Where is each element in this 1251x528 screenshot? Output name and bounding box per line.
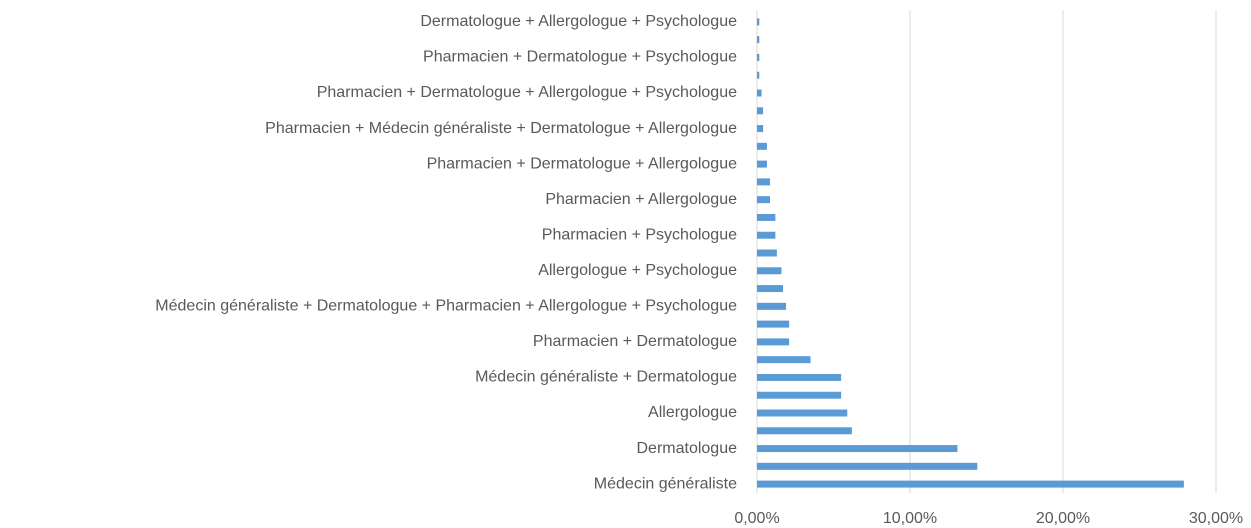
bar (757, 285, 784, 293)
y-tick-label: Pharmacien + Psychologue (542, 226, 737, 243)
y-tick-label: Dermatologue (637, 440, 738, 457)
bar (757, 71, 760, 79)
bar (757, 53, 760, 61)
x-tick-label: 30,00% (1189, 510, 1243, 527)
y-tick-label: Pharmacien + Dermatologue + Psychologue (423, 49, 737, 66)
y-tick-label: Pharmacien + Dermatologue + Allergologue… (317, 84, 737, 101)
bar (757, 320, 790, 328)
bar (757, 196, 771, 204)
bar (757, 178, 771, 186)
bar (757, 142, 767, 150)
bar (757, 338, 790, 346)
bar (757, 213, 776, 221)
bar (757, 391, 842, 399)
bar (757, 107, 764, 115)
x-tick-label: 10,00% (883, 510, 937, 527)
y-tick-label: Pharmacien + Dermatologue (533, 333, 737, 350)
bar (757, 427, 852, 435)
bar (757, 356, 811, 364)
bar (757, 231, 776, 239)
y-tick-label: Pharmacien + Médecin généraliste + Derma… (265, 120, 737, 137)
y-tick-label: Médecin généraliste + Dermatologue (475, 369, 737, 386)
bar (757, 409, 848, 417)
bar (757, 36, 760, 44)
y-tick-label: Pharmacien + Dermatologue + Allergologue (427, 155, 738, 172)
bar (757, 18, 760, 26)
bar (757, 302, 787, 310)
bar (757, 249, 777, 257)
bar (757, 160, 767, 168)
bar (757, 445, 958, 453)
y-tick-label: Pharmacien + Allergologue (545, 191, 737, 208)
y-tick-label: Dermatologue + Allergologue + Psychologu… (420, 13, 737, 30)
bar (757, 480, 1184, 488)
bar (757, 462, 978, 470)
bar (757, 267, 782, 275)
bar (757, 125, 764, 133)
y-tick-label: Médecin généraliste + Dermatologue + Pha… (155, 298, 737, 315)
x-tick-label: 20,00% (1036, 510, 1090, 527)
y-tick-label: Médecin généraliste (594, 475, 737, 492)
bar (757, 373, 842, 381)
y-tick-label: Allergologue + Psychologue (538, 262, 737, 279)
x-tick-label: 0,00% (734, 510, 779, 527)
bar (757, 89, 762, 97)
y-tick-label: Allergologue (648, 404, 737, 421)
